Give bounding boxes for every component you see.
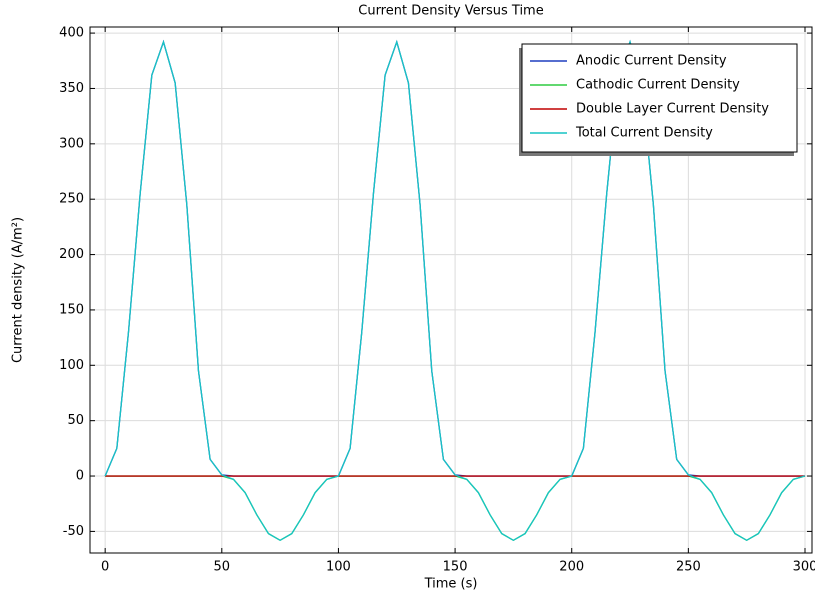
plot-frame bbox=[89, 26, 813, 554]
legend-label: Double Layer Current Density bbox=[576, 102, 769, 117]
y-tick-label: 150 bbox=[59, 302, 84, 317]
y-tick-label: 350 bbox=[59, 81, 84, 96]
legend-label: Total Current Density bbox=[575, 126, 713, 141]
y-tick-label: 50 bbox=[67, 413, 84, 428]
y-axis-label: Current density (A/m²) bbox=[11, 217, 26, 363]
x-tick-label: 150 bbox=[443, 560, 468, 575]
chart-title: Current Density Versus Time bbox=[358, 4, 543, 19]
y-tick-label: 0 bbox=[76, 469, 84, 484]
x-tick-label: 0 bbox=[101, 560, 109, 575]
x-tick-label: 250 bbox=[676, 560, 701, 575]
y-tick-label: -50 bbox=[63, 524, 84, 539]
legend-label: Cathodic Current Density bbox=[576, 78, 740, 93]
x-tick-label: 100 bbox=[326, 560, 351, 575]
legend-box bbox=[521, 43, 798, 153]
x-tick-label: 50 bbox=[214, 560, 231, 575]
series-line bbox=[104, 39, 806, 542]
y-tick-label: 400 bbox=[59, 26, 84, 41]
x-tick-label: 200 bbox=[559, 560, 584, 575]
x-tick-label: 300 bbox=[793, 560, 815, 575]
x-axis-label: Time (s) bbox=[424, 577, 478, 592]
y-tick-label: 250 bbox=[59, 192, 84, 207]
y-tick-label: 300 bbox=[59, 136, 84, 151]
y-tick-label: 100 bbox=[59, 358, 84, 373]
y-tick-label: 200 bbox=[59, 247, 84, 262]
legend-label: Anodic Current Density bbox=[576, 54, 727, 69]
